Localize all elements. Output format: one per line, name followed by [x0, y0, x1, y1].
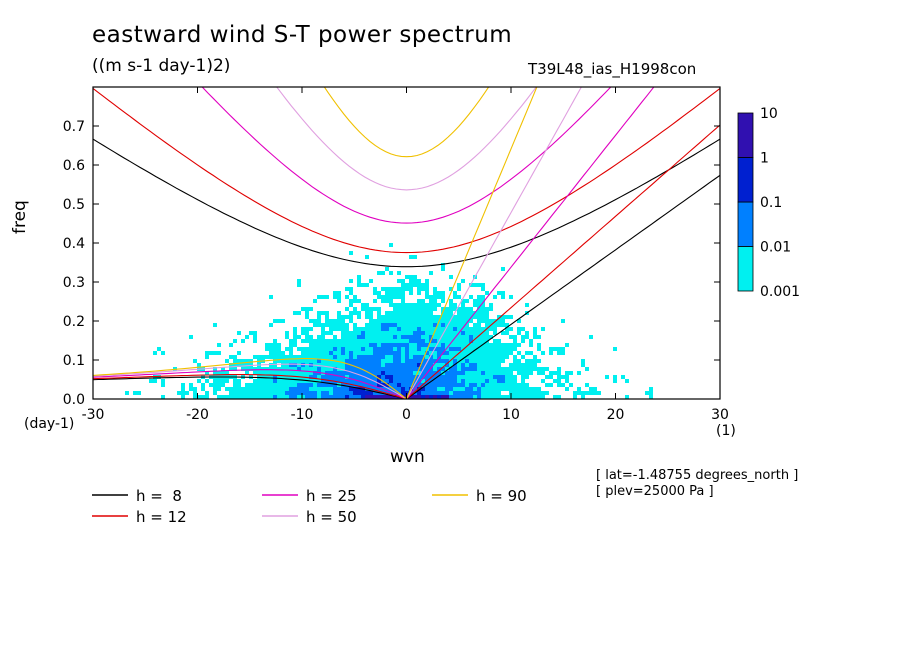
colorbar-swatch: [737, 201, 754, 247]
legend-label-90: h = 90: [476, 487, 527, 505]
kelvin-wave-curve: [405, 87, 538, 399]
x-axis-unit: (1): [716, 423, 736, 439]
dispersion-25: [93, 87, 655, 399]
y-tick-label: 0.7: [63, 119, 85, 135]
run-label: T39L48_ias_H1998con: [528, 60, 697, 78]
colorbar-label: 0.1: [760, 195, 782, 211]
legend-label-12: h = 12: [136, 508, 187, 526]
x-tick-label: -10: [291, 407, 314, 423]
rossby-wave-curve: [93, 376, 407, 399]
y-axis-unit: (day-1): [24, 416, 75, 432]
pressure-level-info: [ plev=25000 Pa ]: [596, 484, 714, 499]
latitude-info: [ lat=-1.48755 degrees_north ]: [596, 468, 799, 483]
legend-label-25: h = 25: [306, 487, 357, 505]
colorbar-label: 10: [760, 106, 778, 122]
legend-label-50: h = 50: [306, 508, 357, 526]
kelvin-wave-curve: [406, 124, 720, 399]
x-tick-label: 20: [607, 407, 625, 423]
colorbar: 0.001 0.01 0.1 1 10: [737, 106, 800, 300]
rossby-wave-curve: [93, 358, 407, 399]
rossby-wave-curve: [93, 363, 407, 399]
gravity-wave-curve: [276, 87, 537, 191]
colorbar-swatch: [737, 112, 754, 158]
dispersion-90: [93, 87, 538, 399]
rossby-wave-curve: [93, 374, 407, 399]
gravity-wave-curve: [93, 138, 720, 268]
chart-title: eastward wind S-T power spectrum: [92, 22, 513, 48]
chart-units: ((m s-1 day-1)2): [92, 56, 231, 76]
y-tick-label: 0.0: [63, 392, 85, 408]
kelvin-wave-curve: [406, 87, 655, 399]
colorbar-label: 1: [760, 151, 769, 167]
x-tick-label: 30: [711, 407, 729, 423]
x-tick-label: -30: [82, 407, 105, 423]
x-tick-label: 0: [402, 407, 411, 423]
dispersion-12: [93, 87, 720, 399]
gravity-wave-curve: [201, 87, 612, 224]
colorbar-swatch: [737, 157, 754, 203]
axes: -30 -20 -10 0 10 20 30 0.0 0.1 0.2 0.3 0.4 0.5 0.6 0.7: [63, 87, 729, 423]
gravity-wave-curve: [323, 87, 490, 158]
colorbar-swatch: [737, 246, 754, 292]
dispersion-50: [93, 87, 582, 399]
x-axis-label: wvn: [390, 447, 425, 467]
y-tick-label: 0.1: [63, 353, 85, 369]
dispersion-curves: [93, 87, 720, 399]
colorbar-label: 0.001: [760, 284, 800, 300]
gravity-wave-curve: [93, 87, 720, 254]
x-tick-label: -20: [186, 407, 209, 423]
dispersion-8: [93, 138, 720, 399]
legend: h = 8 h = 12 h = 25 h = 50 h = 90: [92, 487, 527, 526]
y-tick-label: 0.5: [63, 197, 85, 213]
x-tick-label: 10: [502, 407, 520, 423]
y-tick-label: 0.4: [63, 236, 85, 252]
y-tick-label: 0.2: [63, 314, 85, 330]
y-tick-label: 0.6: [63, 158, 85, 174]
y-tick-label: 0.3: [63, 275, 85, 291]
power-field: [125, 243, 653, 399]
kelvin-wave-curve: [406, 87, 582, 399]
kelvin-wave-curve: [406, 174, 720, 399]
rossby-wave-curve: [93, 369, 407, 399]
colorbar-label: 0.01: [760, 240, 791, 256]
legend-label-8: h = 8: [136, 487, 182, 505]
